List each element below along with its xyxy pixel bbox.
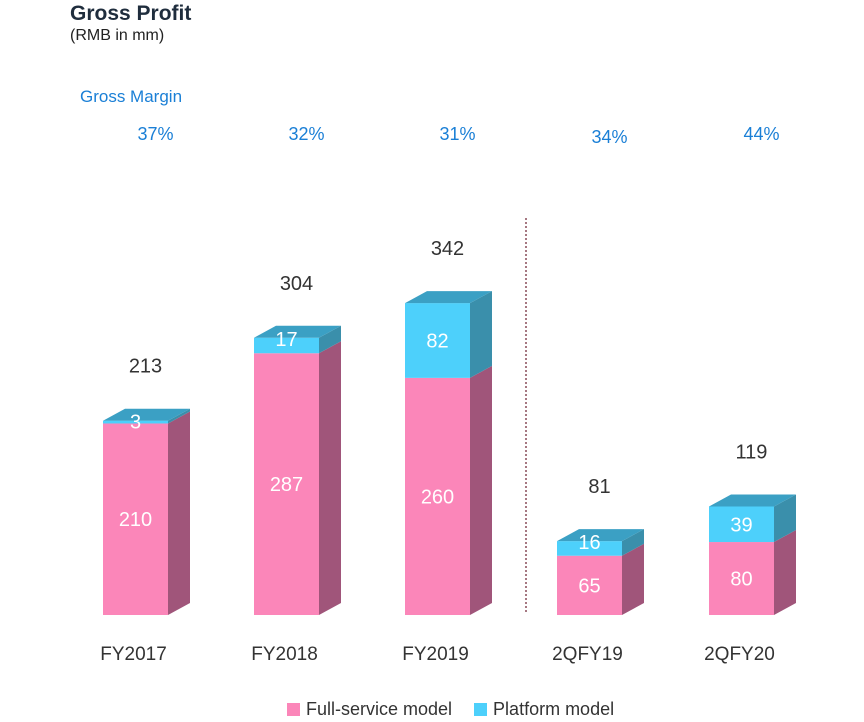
- category-label: FY2017: [100, 644, 167, 665]
- data-label-platform: 82: [426, 330, 448, 352]
- legend-item-full-service: Full-service model: [287, 699, 452, 720]
- data-label-full-service: 260: [421, 486, 454, 508]
- bar-full-service-FY2019: [405, 377, 470, 615]
- bar-side-full-service-FY2017: [168, 411, 190, 615]
- bar-side-full-service-2QFY19: [622, 543, 644, 615]
- category-label: 2QFY19: [552, 644, 623, 665]
- legend: Full-service model Platform model: [287, 699, 636, 720]
- bar-side-platform-2QFY19: [622, 529, 644, 556]
- gross-margin-value: 44%: [743, 124, 779, 144]
- bar-top-2QFY20: [709, 494, 796, 507]
- data-label-platform: 17: [275, 329, 297, 351]
- bar-platform-2QFY19: [557, 541, 622, 556]
- category-label: FY2018: [251, 644, 318, 665]
- gross-margin-value: 37%: [137, 124, 173, 144]
- total-label: 119: [736, 441, 768, 463]
- bar-top-FY2017: [103, 408, 190, 421]
- total-label: 81: [588, 476, 610, 498]
- bar-side-full-service-2QFY20: [774, 530, 796, 615]
- legend-label-full-service: Full-service model: [306, 699, 453, 719]
- bar-full-service-2QFY20: [709, 542, 774, 615]
- data-label-full-service: 210: [119, 509, 152, 531]
- bar-full-service-FY2018: [254, 353, 319, 615]
- bar-full-service-2QFY19: [557, 555, 622, 615]
- bar-side-platform-FY2017: [168, 408, 190, 424]
- total-label: 342: [431, 238, 464, 260]
- full-service-swatch: [287, 703, 300, 716]
- data-label-full-service: 80: [730, 569, 752, 591]
- bar-full-service-FY2017: [103, 423, 168, 615]
- bar-platform-FY2019: [405, 303, 470, 378]
- data-label-platform: 39: [730, 514, 752, 536]
- bar-side-platform-FY2018: [319, 325, 341, 354]
- bar-side-full-service-FY2018: [319, 341, 341, 615]
- legend-item-platform: Platform model: [474, 699, 614, 720]
- category-label: FY2019: [402, 644, 469, 665]
- bar-top-2QFY19: [557, 529, 644, 542]
- bar-side-platform-FY2019: [470, 291, 492, 378]
- chart-subtitle: (RMB in mm): [70, 27, 165, 44]
- bar-side-full-service-FY2019: [470, 365, 492, 615]
- platform-swatch: [474, 703, 488, 716]
- legend-label-platform: Platform model: [493, 699, 615, 719]
- chart-title: Gross Profit: [70, 2, 192, 25]
- bar-side-platform-2QFY20: [774, 494, 796, 543]
- data-label-full-service: 65: [578, 575, 600, 597]
- bar-platform-FY2017: [103, 420, 168, 424]
- category-label: 2QFY20: [704, 644, 775, 665]
- bar-top-FY2019: [405, 291, 492, 304]
- data-label-platform: 16: [578, 532, 600, 554]
- bar-platform-FY2018: [254, 337, 319, 354]
- gross-margin-value: 34%: [591, 127, 627, 147]
- total-label: 213: [129, 356, 162, 378]
- bar-top-FY2018: [254, 325, 341, 338]
- total-label: 304: [280, 273, 313, 295]
- gross-margin-value: 32%: [288, 124, 324, 144]
- data-label-platform: 3: [130, 412, 141, 434]
- data-label-full-service: 287: [270, 474, 303, 496]
- gross-margin-value: 31%: [439, 124, 475, 144]
- bar-platform-2QFY20: [709, 506, 774, 543]
- gross-margin-label: Gross Margin: [80, 87, 183, 106]
